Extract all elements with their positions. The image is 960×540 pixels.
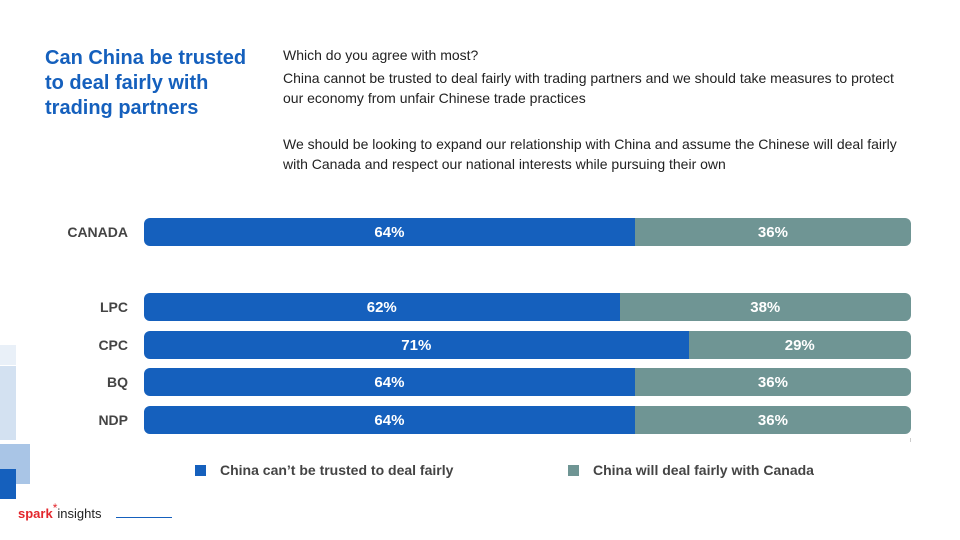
option-2-text: We should be looking to expand our relat…	[283, 136, 897, 172]
bar-segment-canada-untrusted: 64%	[144, 218, 635, 246]
bar-bq: 64% 36%	[144, 368, 911, 396]
bar-segment-lpc-fair: 38%	[619, 293, 911, 321]
bar-lpc: 62% 38%	[144, 293, 911, 321]
logo-star: *	[52, 501, 58, 515]
legend-item-untrusted: China can’t be trusted to deal fairly	[195, 462, 453, 478]
legend-item-fair: China will deal fairly with Canada	[568, 462, 814, 478]
bar-cpc: 71% 29%	[144, 331, 911, 359]
bar-segment-cpc-untrusted: 71%	[144, 331, 689, 359]
category-label-canada: CANADA	[67, 224, 128, 240]
axis-end-tick	[910, 438, 911, 442]
category-label-bq: BQ	[107, 374, 128, 390]
option-1-text: China cannot be trusted to deal fairly w…	[283, 70, 894, 106]
decorative-block	[0, 469, 16, 499]
spark-insights-logo: spark*insights	[18, 501, 102, 521]
decorative-block	[0, 366, 16, 440]
bar-ndp: 64% 36%	[144, 406, 911, 434]
chart-title: Can China be trusted to deal fairly with…	[45, 47, 247, 119]
legend-swatch-untrusted	[195, 464, 206, 476]
survey-question: Which do you agree with most?	[283, 47, 479, 63]
logo-suffix: insights	[57, 506, 102, 521]
bar-segment-ndp-untrusted: 64%	[144, 406, 635, 434]
bar-segment-bq-untrusted: 64%	[144, 368, 635, 396]
bar-segment-bq-fair: 36%	[634, 368, 911, 396]
bar-segment-lpc-untrusted: 62%	[144, 293, 620, 321]
category-label-ndp: NDP	[98, 412, 128, 428]
logo-underline	[116, 517, 172, 518]
decorative-block	[0, 345, 16, 365]
bar-segment-ndp-fair: 36%	[634, 406, 911, 434]
logo-brand: spark	[18, 506, 53, 521]
legend-label-fair: China will deal fairly with Canada	[593, 462, 814, 478]
bar-canada: 64% 36%	[144, 218, 911, 246]
legend-label-untrusted: China can’t be trusted to deal fairly	[220, 462, 454, 478]
decorative-block	[16, 444, 30, 484]
legend-swatch-fair	[568, 464, 579, 476]
category-label-lpc: LPC	[100, 299, 128, 315]
bar-segment-cpc-fair: 29%	[688, 331, 911, 359]
decorative-block	[0, 444, 16, 469]
category-label-cpc: CPC	[98, 337, 128, 353]
bar-segment-canada-fair: 36%	[634, 218, 911, 246]
